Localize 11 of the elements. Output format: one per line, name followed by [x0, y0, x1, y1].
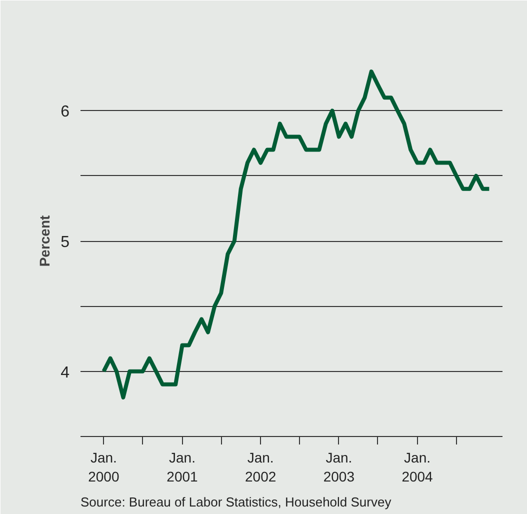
x-tick-label: Jan. 2001	[166, 450, 198, 485]
source-note: Source: Bureau of Labor Statistics, Household Survey	[80, 494, 392, 510]
y-tick-label: 4	[60, 364, 70, 382]
x-tick-label: Jan. 2004	[402, 450, 434, 485]
x-tick-label: Jan. 2003	[323, 450, 355, 485]
line-series	[102, 70, 492, 400]
y-axis-title: Percent	[36, 214, 53, 267]
y-tick-label: 5	[60, 234, 70, 251]
x-tick-label: Jan. 2002	[245, 450, 276, 485]
y-tick-label: 6	[60, 104, 70, 121]
x-tick-label: Jan. 2000	[88, 450, 120, 485]
